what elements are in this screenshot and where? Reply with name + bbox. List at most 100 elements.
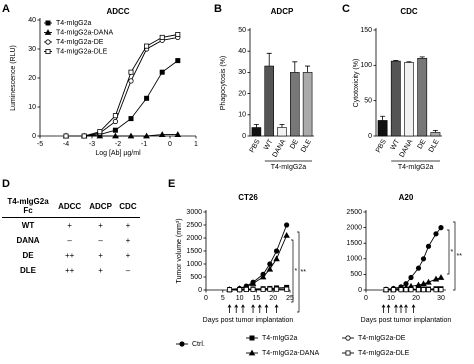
x-tick-label: WT bbox=[390, 138, 402, 152]
marker bbox=[250, 286, 256, 292]
x-tick-label: DLE bbox=[428, 138, 441, 154]
panel-label: C bbox=[342, 3, 350, 15]
marker bbox=[243, 286, 249, 292]
x-tick-label: 0 bbox=[204, 295, 208, 302]
marker bbox=[345, 335, 351, 341]
panel-label: D bbox=[2, 178, 10, 190]
y-tick-label: 40 bbox=[28, 17, 36, 24]
dosing-arrow bbox=[274, 304, 279, 313]
y-tick-label: 20 bbox=[28, 75, 36, 82]
marker bbox=[45, 39, 51, 45]
y-tick-label: 150 bbox=[360, 27, 372, 34]
x-tick-label: 30 bbox=[437, 295, 445, 302]
error-bar bbox=[266, 52, 272, 67]
marker bbox=[81, 133, 87, 139]
table-cell: + bbox=[125, 236, 131, 245]
marker bbox=[144, 43, 150, 49]
table-cell: – bbox=[98, 236, 103, 245]
marker bbox=[433, 287, 439, 293]
bar bbox=[377, 120, 388, 137]
table-cell: – bbox=[67, 236, 72, 245]
y-tick-label: 0 bbox=[242, 133, 246, 140]
x-tick-label: -4 bbox=[63, 141, 69, 148]
x-tick-label: 0 bbox=[364, 295, 368, 302]
x-axis-label: Days post tumor implantation bbox=[203, 317, 294, 324]
marker bbox=[267, 261, 273, 267]
marker bbox=[144, 95, 150, 101]
error-bar bbox=[279, 123, 285, 128]
y-tick-label: 2000 bbox=[346, 224, 362, 231]
chart-title: CT26 bbox=[238, 193, 258, 202]
significance-bracket bbox=[453, 221, 456, 291]
table-row: DANA – – + bbox=[2, 233, 140, 248]
marker bbox=[415, 281, 422, 288]
chart-title: ADCC bbox=[106, 7, 129, 16]
x-tick-label: -5 bbox=[37, 141, 43, 148]
marker bbox=[383, 287, 389, 293]
marker bbox=[179, 341, 185, 347]
panel-label: E bbox=[168, 178, 175, 190]
x-tick-label: WT bbox=[263, 138, 275, 152]
marker bbox=[425, 287, 431, 293]
dosing-arrow bbox=[251, 304, 255, 313]
marker bbox=[260, 286, 266, 292]
y-tick-label: 20 bbox=[238, 90, 246, 97]
table-cell: DE bbox=[22, 251, 34, 260]
y-tick-label: 100 bbox=[360, 62, 372, 69]
table-cell: + bbox=[125, 221, 131, 230]
marker bbox=[283, 231, 290, 238]
x-tick-label: -2 bbox=[115, 141, 121, 148]
y-tick-label: 50 bbox=[238, 27, 246, 34]
error-bar bbox=[419, 56, 425, 59]
legend-label: T4-mIgG2a bbox=[262, 335, 298, 342]
table-cell: – bbox=[125, 266, 131, 275]
marker bbox=[438, 225, 444, 231]
y-tick-label: 10 bbox=[28, 104, 36, 111]
table-cell: DANA bbox=[16, 236, 40, 245]
x-tick-label: 0 bbox=[168, 141, 172, 148]
marker bbox=[345, 350, 351, 356]
table-row: DLE ++ + – bbox=[2, 263, 140, 278]
marker bbox=[425, 243, 432, 249]
table-cell: + bbox=[67, 221, 72, 230]
significance-bracket bbox=[447, 229, 450, 275]
dosing-arrow bbox=[381, 304, 386, 313]
group-label: T4-mIgG2a bbox=[271, 164, 307, 171]
series-line bbox=[66, 34, 178, 137]
error-bar bbox=[305, 65, 311, 73]
marker bbox=[128, 69, 134, 75]
dosing-arrow bbox=[394, 304, 398, 313]
significance-label: * bbox=[295, 268, 298, 275]
bar bbox=[251, 127, 262, 137]
marker bbox=[273, 255, 280, 262]
y-axis-label: Tumor volume (mm³) bbox=[176, 218, 183, 283]
marker bbox=[112, 118, 119, 125]
y-tick-label: 0 bbox=[32, 133, 36, 140]
marker bbox=[433, 231, 439, 237]
marker bbox=[143, 132, 150, 139]
marker bbox=[415, 265, 422, 271]
group-label: T4-mIgG2a bbox=[398, 164, 434, 171]
table-row: DE ++ + + bbox=[2, 248, 140, 263]
marker bbox=[158, 131, 166, 137]
marker bbox=[174, 131, 182, 137]
x-tick-label: 10 bbox=[236, 295, 244, 302]
marker bbox=[274, 286, 280, 292]
chart-title: A20 bbox=[399, 193, 414, 202]
x-tick-label: DLE bbox=[300, 138, 313, 154]
y-tick-label: 30 bbox=[28, 46, 36, 53]
x-tick-label: DE bbox=[417, 138, 428, 150]
error-bar bbox=[432, 129, 438, 133]
series-line bbox=[229, 235, 288, 290]
legend-label: T4-mIgG2a-DLE bbox=[56, 48, 108, 55]
marker bbox=[248, 349, 256, 356]
x-tick-label: PBS bbox=[375, 138, 388, 154]
header-cell: ADCP bbox=[85, 195, 116, 218]
header-cell: CDC bbox=[115, 195, 140, 218]
y-tick-label: 10 bbox=[238, 112, 246, 119]
marker bbox=[159, 69, 165, 75]
marker bbox=[63, 133, 69, 139]
dosing-arrow bbox=[411, 304, 416, 313]
